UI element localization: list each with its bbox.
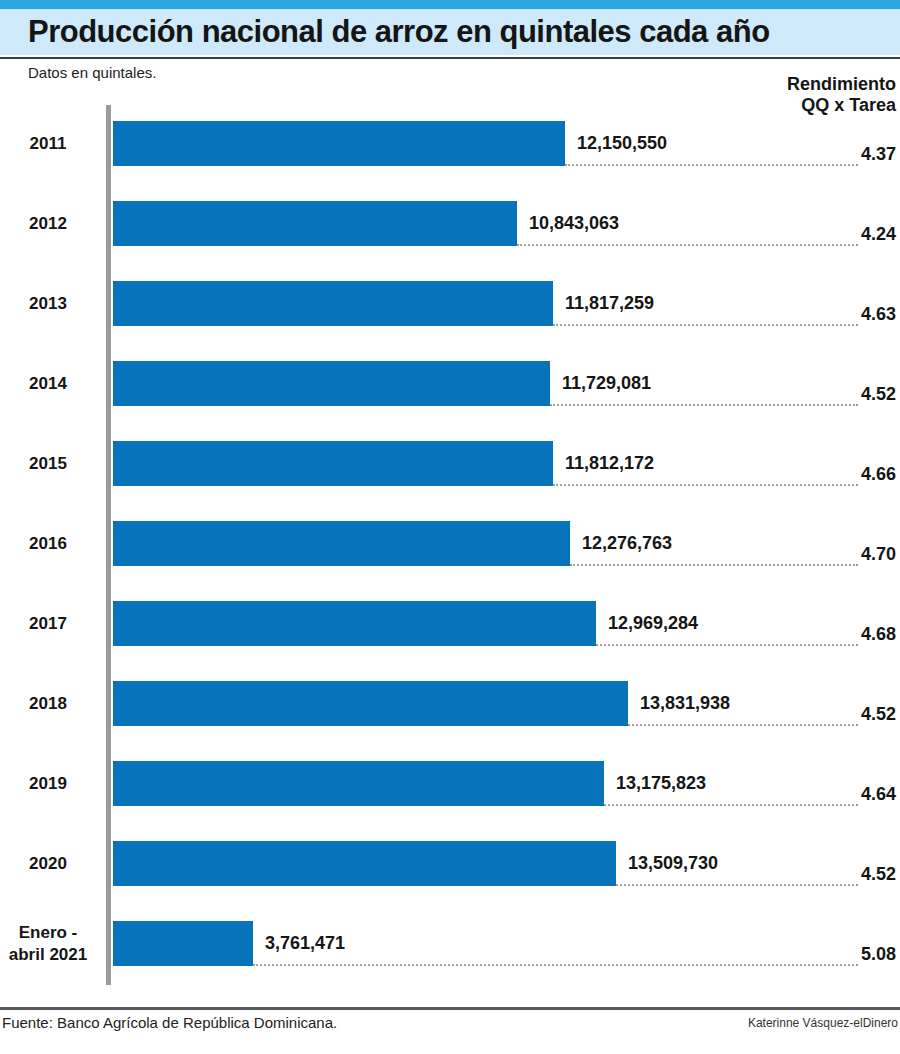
production-value-label: 3,761,471 — [265, 921, 345, 966]
category-label: 2018 — [0, 665, 96, 742]
source-note: Fuente: Banco Agrícola de República Domi… — [2, 1014, 337, 1031]
chart-row: 2018 13,831,938 4.52 — [0, 665, 900, 745]
yield-value-label: 4.63 — [861, 303, 896, 325]
yield-value-label: 4.52 — [861, 703, 896, 725]
category-label: 2015 — [0, 425, 96, 502]
category-label: 2012 — [0, 185, 96, 262]
production-value-label: 13,831,938 — [640, 681, 730, 726]
production-bar — [113, 601, 596, 646]
chart-row: 2017 12,969,284 4.68 — [0, 585, 900, 665]
leader-dots — [570, 564, 858, 566]
yield-value-label: 4.64 — [861, 783, 896, 805]
production-bar — [113, 681, 628, 726]
chart-rows: 2011 12,150,550 4.37 2012 10,843,063 4.2… — [0, 105, 900, 985]
production-bar — [113, 121, 565, 166]
production-value-label: 13,175,823 — [616, 761, 706, 806]
leader-dots — [253, 964, 858, 966]
production-bar — [113, 761, 604, 806]
credit-byline: Katerinne Vásquez-elDinero — [748, 1016, 898, 1030]
yield-value-label: 4.37 — [861, 143, 896, 165]
production-value-label: 12,150,550 — [577, 121, 667, 166]
production-value-label: 11,812,172 — [565, 441, 654, 486]
leader-dots — [565, 164, 858, 166]
leader-dots — [604, 804, 858, 806]
leader-dots — [517, 244, 858, 246]
header-band: Producción nacional de arroz en quintale… — [0, 9, 900, 55]
category-label: 2019 — [0, 745, 96, 822]
category-label: 2011 — [0, 105, 96, 182]
yield-value-label: 4.70 — [861, 543, 896, 565]
category-label: Enero - abril 2021 — [0, 905, 96, 982]
chart-row: 2012 10,843,063 4.24 — [0, 185, 900, 265]
chart-row: Enero - abril 2021 3,761,471 5.08 — [0, 905, 900, 985]
yield-value-label: 4.52 — [861, 383, 896, 405]
category-label: 2020 — [0, 825, 96, 902]
yield-value-label: 4.66 — [861, 463, 896, 485]
category-label: 2014 — [0, 345, 96, 422]
yield-value-label: 4.52 — [861, 863, 896, 885]
header-divider — [0, 57, 900, 59]
rice-production-infographic: Producción nacional de arroz en quintale… — [0, 0, 900, 1054]
chart-row: 2011 12,150,550 4.37 — [0, 105, 900, 185]
production-value-label: 11,817,259 — [565, 281, 654, 326]
header-top-stripe — [0, 0, 900, 9]
chart-row: 2016 12,276,763 4.70 — [0, 505, 900, 585]
leader-dots — [553, 324, 858, 326]
production-bar — [113, 441, 553, 486]
chart-row: 2014 11,729,081 4.52 — [0, 345, 900, 425]
category-label: 2013 — [0, 265, 96, 342]
leader-dots — [550, 404, 858, 406]
chart-title: Producción nacional de arroz en quintale… — [28, 9, 890, 55]
leader-dots — [596, 644, 858, 646]
production-value-label: 12,969,284 — [608, 601, 698, 646]
category-label: 2016 — [0, 505, 96, 582]
chart-row: 2020 13,509,730 4.52 — [0, 825, 900, 905]
production-value-label: 13,509,730 — [628, 841, 718, 886]
leader-dots — [553, 484, 858, 486]
production-value-label: 11,729,081 — [562, 361, 651, 406]
production-bar — [113, 201, 517, 246]
yield-value-label: 4.68 — [861, 623, 896, 645]
chart-subtitle: Datos en quintales. — [28, 64, 156, 81]
footer-divider — [0, 1007, 900, 1010]
chart-row: 2019 13,175,823 4.64 — [0, 745, 900, 825]
production-bar — [113, 921, 253, 966]
production-value-label: 10,843,063 — [529, 201, 619, 246]
leader-dots — [628, 724, 858, 726]
chart-row: 2013 11,817,259 4.63 — [0, 265, 900, 345]
leader-dots — [616, 884, 858, 886]
production-value-label: 12,276,763 — [582, 521, 672, 566]
yield-header-line1: Rendimiento — [787, 74, 896, 95]
yield-value-label: 4.24 — [861, 223, 896, 245]
production-bar — [113, 361, 550, 406]
production-bar — [113, 841, 616, 886]
chart-row: 2015 11,812,172 4.66 — [0, 425, 900, 505]
production-bar — [113, 281, 553, 326]
yield-value-label: 5.08 — [861, 943, 896, 965]
category-label: 2017 — [0, 585, 96, 662]
production-bar — [113, 521, 570, 566]
